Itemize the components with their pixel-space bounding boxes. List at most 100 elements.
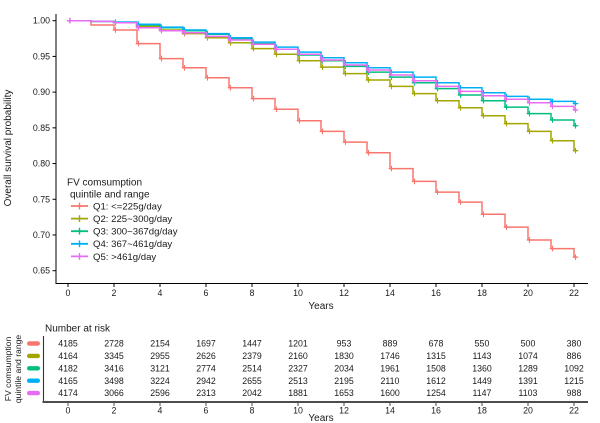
risk-count: 500 <box>521 339 536 349</box>
risk-count: 2514 <box>242 363 262 373</box>
risk-count: 3224 <box>150 376 170 386</box>
risk-count: 1147 <box>473 388 492 398</box>
risk-count: 3416 <box>104 363 124 373</box>
risk-count: 1103 <box>519 388 538 398</box>
risk-count: 1830 <box>334 351 354 361</box>
x-tick-label: 20 <box>523 288 533 298</box>
x-tick-label: 2 <box>112 288 117 298</box>
survival-curve-q1 <box>68 19 577 258</box>
risk-row-swatch-q5 <box>27 390 40 396</box>
main-y-ticks: 1.00 0.95 0.90 0.85 0.80 0.75 0.70 0.65 <box>33 16 56 276</box>
legend-entry-label: Q4: 367~461g/day <box>93 239 172 250</box>
risk-count: 1092 <box>564 363 584 373</box>
risk-count: 1360 <box>472 363 492 373</box>
risk-count: 4174 <box>58 388 78 398</box>
risk-table-y-title-line1: FV comsumption <box>3 337 13 402</box>
risk-count: 2655 <box>242 376 262 386</box>
risk-count: 3345 <box>104 351 124 361</box>
risk-count: 550 <box>475 339 490 349</box>
x-tick-label: 4 <box>158 288 163 298</box>
risk-count: 1074 <box>518 351 538 361</box>
main-x-axis-title: Years <box>308 301 333 312</box>
risk-count: 3066 <box>104 388 124 398</box>
risk-x-tick-label: 2 <box>112 406 117 416</box>
risk-count: 1289 <box>518 363 538 373</box>
risk-count: 678 <box>429 339 444 349</box>
risk-count: 2034 <box>334 363 354 373</box>
risk-x-tick-label: 22 <box>569 406 579 416</box>
risk-count: 2596 <box>150 388 170 398</box>
risk-count: 3121 <box>150 363 170 373</box>
risk-count: 1447 <box>242 339 262 349</box>
risk-count: 3498 <box>104 376 124 386</box>
risk-count: 2774 <box>196 363 216 373</box>
risk-count: 2955 <box>150 351 170 361</box>
plot-legend: Q1: <=225g/day Q2: 225~300g/day Q3: 300~36… <box>71 201 178 263</box>
y-tick-label: 0.70 <box>33 230 50 240</box>
y-tick-label: 0.85 <box>33 123 50 133</box>
risk-count: 2327 <box>288 363 308 373</box>
survival-curves <box>67 17 579 260</box>
risk-table-x-axis-title: Years <box>308 413 333 423</box>
risk-row-swatch-q4 <box>27 378 40 383</box>
legend-entry-label: Q1: <=225g/day <box>93 201 162 212</box>
risk-row-swatch-q2 <box>27 353 40 359</box>
risk-count: 1215 <box>564 376 584 386</box>
legend-title-line1: FV comsumption <box>67 178 142 189</box>
risk-count: 1201 <box>288 339 308 349</box>
risk-count: 2110 <box>381 376 400 386</box>
risk-count: 2626 <box>196 351 216 361</box>
risk-count: 2160 <box>288 351 308 361</box>
risk-count: 1449 <box>472 376 492 386</box>
risk-count: 1600 <box>380 388 400 398</box>
x-tick-label: 8 <box>250 288 255 298</box>
risk-count: 1143 <box>473 351 492 361</box>
x-tick-label: 10 <box>293 288 303 298</box>
risk-x-tick-label: 4 <box>158 406 163 416</box>
x-tick-label: 12 <box>339 288 349 298</box>
legend-entry-label: Q5: >461g/day <box>93 252 156 263</box>
survival-curve-q3 <box>68 19 577 127</box>
risk-x-tick-label: 8 <box>250 406 255 416</box>
risk-count: 2942 <box>196 376 216 386</box>
risk-count: 1391 <box>518 376 538 386</box>
risk-count: 2728 <box>104 339 124 349</box>
legend-entry-label: Q3: 300~367dg/day <box>93 227 178 238</box>
x-tick-label: 6 <box>204 288 209 298</box>
risk-count: 1653 <box>334 388 354 398</box>
risk-count: 1508 <box>426 363 446 373</box>
risk-count: 2379 <box>242 351 262 361</box>
risk-count: 953 <box>337 339 352 349</box>
risk-x-tick-label: 6 <box>204 406 209 416</box>
x-tick-label: 16 <box>431 288 441 298</box>
risk-count: 4164 <box>58 351 78 361</box>
y-tick-label: 0.75 <box>33 194 50 204</box>
risk-x-tick-label: 0 <box>66 406 71 416</box>
risk-table-rows: 4185 2728 2154 1697 1447 1201 953 889 678 550 500 3… <box>27 339 584 398</box>
risk-x-tick-label: 18 <box>477 406 487 416</box>
risk-count: 2042 <box>242 388 262 398</box>
risk-count: 1961 <box>380 363 400 373</box>
risk-row-swatch-q1 <box>27 341 40 346</box>
risk-x-tick-label: 12 <box>339 406 349 416</box>
y-tick-label: 0.95 <box>33 51 50 61</box>
risk-count: 1881 <box>288 388 308 398</box>
risk-count: 1612 <box>426 376 446 386</box>
risk-table-title: Number at risk <box>45 324 111 335</box>
censor-marks-q3 <box>67 17 579 129</box>
risk-x-tick-label: 14 <box>385 406 395 416</box>
risk-count: 4185 <box>58 339 78 349</box>
censor-marks-q5 <box>67 17 579 113</box>
y-tick-label: 0.65 <box>33 266 50 276</box>
risk-count: 1315 <box>426 351 446 361</box>
risk-count: 4182 <box>58 363 78 373</box>
survival-curve-q5 <box>68 19 577 111</box>
risk-table-x-ticks: 0 2 4 6 8 10 12 14 16 18 20 22 <box>66 403 579 416</box>
risk-row-swatch-q3 <box>27 366 40 371</box>
risk-count: 988 <box>567 388 582 398</box>
x-tick-label: 22 <box>569 288 579 298</box>
risk-x-tick-label: 16 <box>431 406 441 416</box>
risk-x-tick-label: 10 <box>293 406 303 416</box>
